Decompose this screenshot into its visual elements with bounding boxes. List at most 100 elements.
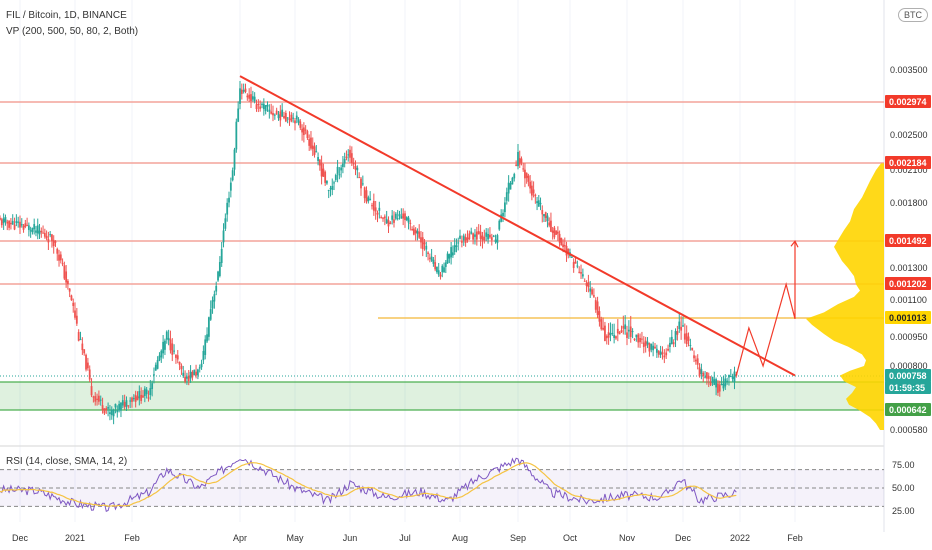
candle-body	[644, 340, 647, 346]
candle-body	[193, 369, 196, 376]
candle-body	[707, 375, 710, 379]
support-zone-fill	[0, 382, 884, 410]
rsi-ma-line	[0, 462, 737, 507]
candle-body	[206, 334, 208, 342]
candle-body	[33, 224, 36, 230]
candle-body	[470, 231, 473, 234]
candle-body	[275, 110, 278, 115]
candle-body	[52, 239, 55, 247]
candle-body	[255, 104, 258, 109]
candle-body	[220, 249, 223, 263]
candle-body	[537, 200, 540, 207]
candle-body	[306, 131, 309, 139]
time-tick-label: May	[286, 533, 304, 543]
candle-body	[49, 234, 52, 236]
candle-body	[498, 220, 501, 230]
candle-body	[195, 371, 197, 376]
candle-body	[711, 376, 714, 383]
candle-body	[286, 117, 289, 119]
candle-body	[567, 248, 570, 254]
candle-body	[20, 224, 23, 226]
candle-body	[661, 352, 664, 355]
candle-body	[96, 398, 98, 400]
rsi-tick-label: 25.00	[892, 506, 915, 516]
candle-body	[151, 383, 154, 389]
candle-body	[378, 207, 381, 211]
candle-body	[428, 257, 431, 259]
candle-body	[257, 103, 260, 106]
candle-body	[129, 400, 132, 402]
candle-body	[642, 342, 645, 348]
candle-body	[524, 169, 526, 179]
time-tick-label: 2022	[730, 533, 750, 543]
candle-body	[518, 158, 521, 165]
candle-body	[333, 182, 335, 184]
candle-body	[317, 157, 319, 161]
candle-body	[13, 224, 16, 230]
currency-badge[interactable]: BTC	[898, 8, 928, 22]
price-badge	[885, 95, 931, 108]
rsi-label: RSI (14, close, SMA, 14, 2)	[6, 456, 128, 467]
candle-body	[79, 339, 82, 341]
candle-body	[665, 352, 668, 356]
candle-body	[468, 233, 471, 240]
candle-body	[622, 326, 625, 329]
candle-body	[507, 182, 510, 194]
projection-path[interactable]	[735, 240, 799, 376]
candle-body	[279, 111, 282, 121]
candle-body	[345, 156, 348, 159]
candle-body	[268, 109, 271, 112]
price-badge	[885, 156, 931, 169]
candle-body	[233, 149, 236, 170]
candle-body	[248, 94, 251, 99]
candle-body	[441, 265, 444, 273]
candle-body	[35, 230, 37, 233]
time-axis[interactable]: Dec 2021 Feb Apr May Jun Jul Aug Sep Oct Nov Dec 202…	[12, 533, 803, 543]
candle-body	[494, 239, 497, 243]
candle-body	[396, 218, 399, 220]
candle-body	[218, 262, 221, 277]
candle-body	[213, 294, 216, 302]
candle-body	[713, 379, 716, 385]
price-axis[interactable]: 0.003500 0.002500 0.002100 0.001800 0.001300…	[890, 65, 928, 435]
candle-body	[191, 371, 194, 378]
candle-body	[292, 117, 295, 119]
candle-body	[63, 265, 66, 279]
support-zone	[0, 381, 884, 411]
candle-body	[302, 127, 305, 136]
candle-body	[304, 129, 307, 131]
candle-body	[229, 182, 232, 191]
candle-body	[178, 361, 181, 365]
rsi-line	[0, 457, 737, 512]
candle-body	[253, 96, 256, 102]
candle-body	[299, 121, 302, 128]
candle-body	[338, 174, 341, 176]
price-labels: 0.002974 0.002184 0.001492 0.001202 0.001013…	[885, 95, 931, 416]
candle-body	[40, 230, 43, 233]
candle-body	[169, 339, 172, 351]
candle-body	[315, 151, 318, 153]
candle-body	[464, 236, 467, 244]
candle-body	[343, 158, 346, 164]
candle-body	[2, 218, 5, 224]
candle-body	[101, 405, 104, 411]
candle-body	[134, 395, 137, 402]
candle-body	[555, 230, 558, 235]
candle-body	[715, 379, 717, 388]
candle-body	[489, 234, 491, 238]
candle-body	[615, 336, 617, 339]
candle-body	[613, 334, 616, 338]
trendline[interactable]	[239, 75, 796, 377]
candle-body	[641, 338, 643, 340]
candle-body	[423, 242, 426, 245]
candle-body	[687, 336, 690, 341]
time-tick-label: Sep	[510, 533, 526, 543]
candle-body	[8, 220, 10, 228]
candle-body	[596, 301, 599, 315]
price-badge-text: 0.002974	[889, 97, 927, 107]
candle-body	[581, 274, 584, 277]
price-badge-text: 0.001202	[889, 279, 927, 289]
candle-body	[513, 174, 516, 179]
candle-body	[394, 213, 397, 219]
